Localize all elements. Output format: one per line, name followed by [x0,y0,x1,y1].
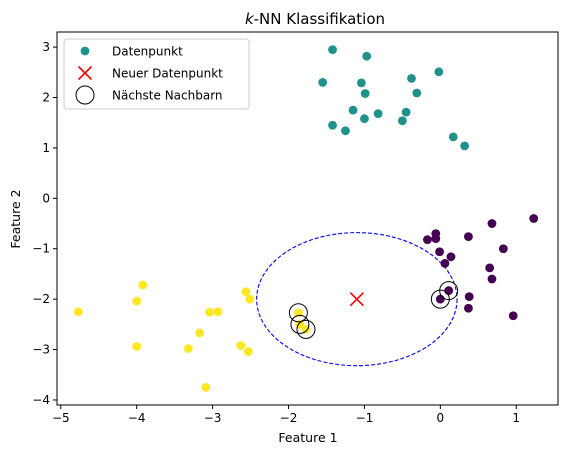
legend-label: Datenpunkt [112,45,183,59]
data-point [434,67,444,77]
data-point [487,274,497,284]
data-point [241,287,251,296]
data-point [362,51,372,61]
data-point [397,116,407,126]
y-tick-label: −4 [32,393,50,407]
data-point [318,78,328,87]
data-point [487,219,497,228]
y-tick-label: 2 [42,91,50,105]
data-point [423,235,432,245]
data-point [529,214,539,223]
data-point [132,342,142,351]
data-point [446,252,456,262]
data-point [138,280,148,290]
data-point [132,296,142,306]
y-tick-label: 0 [42,191,50,205]
data-point [412,88,422,98]
x-tick-label: −5 [52,411,70,425]
x-axis-label: Feature 1 [278,430,337,445]
data-point [236,341,246,350]
search-radius-circle [256,232,458,367]
y-axis-label: Feature 2 [8,189,23,248]
data-point [360,89,370,98]
data-point [440,258,450,268]
y-tick-label: −1 [32,242,50,256]
legend-x-stroke [77,65,93,81]
data-point [448,132,458,142]
data-point [205,307,214,317]
data-point [508,311,518,321]
data-point [464,303,473,313]
x-tick-label: −4 [128,411,146,425]
new-point-stroke [349,292,364,307]
data-point [464,292,474,302]
legend: Datenpunkt Neuer Datenpunkt Nächste Nachba… [63,38,250,110]
data-point [360,114,369,124]
data-point [243,347,253,356]
legend-x-icon [77,65,93,81]
x-tick-label: 0 [437,411,445,425]
data-point [245,294,255,304]
data-point [341,126,350,136]
plot-frame [56,31,559,406]
chart-title-italic: k [245,10,255,28]
data-point [498,244,508,254]
data-point [328,45,337,55]
y-tick-label: 3 [42,40,50,54]
data-point [435,294,445,304]
data-point [407,73,416,83]
data-point [373,109,383,119]
x-tick-label: −3 [204,411,222,425]
data-point [444,286,454,295]
data-point [183,344,193,353]
nearest-neighbor-ring [439,281,459,301]
data-point [356,78,366,88]
x-tick-label: −1 [356,411,374,425]
new-point-marker [349,292,364,307]
data-point [73,307,83,317]
legend-dot-icon [80,46,90,56]
legend-ring-icon [75,85,95,105]
x-tick-label: −2 [280,411,298,425]
plot-area [56,31,559,406]
legend-label: Nächste Nachbarn [112,89,223,103]
data-point [195,328,205,338]
chart-title: k-NN Klassifikation [245,10,385,28]
nearest-neighbor-ring [288,303,308,323]
chart-title-rest: -NN Klassifikation [254,10,385,28]
y-tick-label: −3 [32,343,50,357]
legend-label: Neuer Datenpunkt [112,67,223,81]
nearest-neighbor-ring [290,314,310,334]
data-point [485,263,495,273]
y-tick-label: −2 [32,292,50,306]
data-point [401,107,411,117]
data-point [213,307,223,317]
data-point [460,141,470,151]
data-point [328,120,337,130]
y-tick-label: 1 [42,141,50,155]
data-point [201,382,211,392]
legend-box [63,38,250,110]
data-point [464,232,473,242]
data-point [431,229,441,239]
x-tick-label: 1 [512,411,520,425]
data-point [435,247,444,257]
data-point [348,105,358,115]
nearest-neighbor-ring [296,319,316,339]
